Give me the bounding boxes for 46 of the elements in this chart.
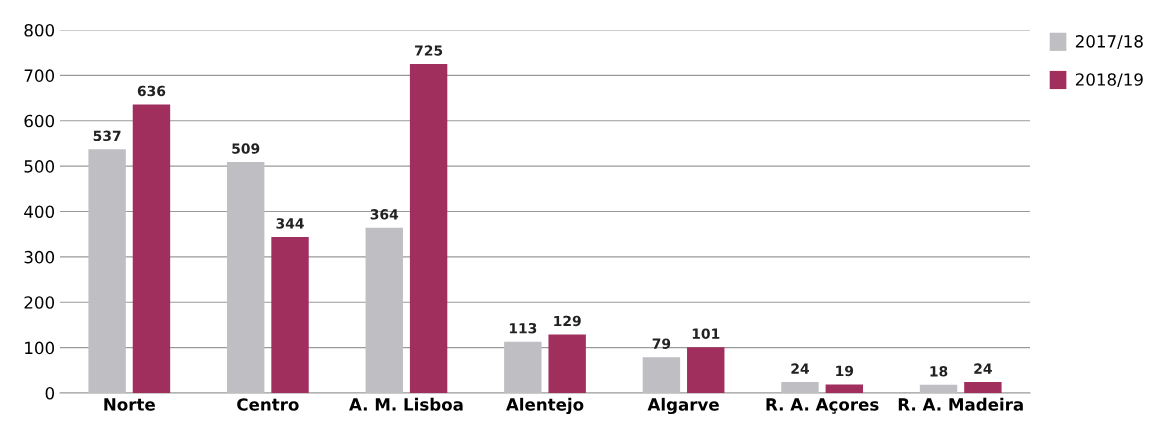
data-label: 79 [652,338,671,349]
y-tick-label: 300 [24,250,55,264]
y-tick-label: 100 [25,341,55,355]
data-label: 344 [276,218,304,229]
bar [132,104,171,393]
x-tick-label: Centro [237,398,299,411]
bar [504,341,542,393]
data-label: 24 [974,363,992,374]
y-tick-label: 700 [24,69,55,82]
y-tick-label: 800 [24,23,55,37]
data-label: 509 [232,143,260,154]
legend-label: 2018/19 [1075,73,1143,88]
bar [825,384,864,393]
y-tick-label: 0 [45,386,55,400]
bar [642,357,681,393]
data-label: 101 [692,328,720,339]
x-tick-label: Norte [104,398,155,411]
x-tick-label: Algarve [647,397,719,415]
y-tick-label: 500 [24,160,55,173]
bar [271,236,309,393]
x-tick-label: Alentejo [505,397,584,415]
bar [88,149,126,393]
data-label: 19 [836,365,854,377]
data-label: 18 [930,366,948,377]
bar [365,227,403,393]
data-label: 24 [791,363,809,374]
y-tick-label: 600 [24,114,55,128]
data-label: 725 [415,45,443,56]
data-label: 636 [137,85,166,97]
y-tick-label: 200 [24,296,55,309]
x-tick-label: R. A. Açores [766,398,879,414]
bar [919,384,958,393]
bar [548,334,586,393]
data-label: 113 [509,322,537,334]
data-label: 129 [554,315,581,327]
x-tick-label: A. M. Lisboa [349,397,463,411]
data-label: 537 [93,130,121,142]
x-tick-label: R. A. Madeira [898,397,1023,411]
bar [964,382,1002,393]
y-tick-label: 400 [24,205,55,219]
bar [781,382,819,393]
bar [409,64,448,393]
bar [687,347,725,393]
legend-label: 2017/18 [1075,35,1143,49]
data-label: 364 [370,209,399,220]
bar [226,162,265,393]
